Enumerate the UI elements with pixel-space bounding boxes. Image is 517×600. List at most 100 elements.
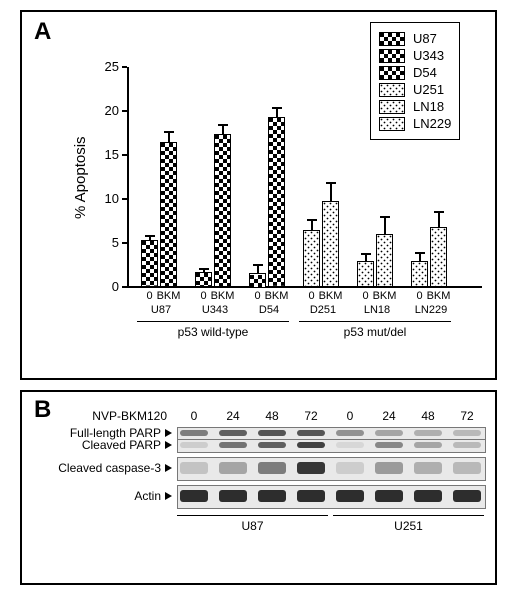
y-tick-label: 0 [95,279,119,294]
x-group-label: U87 [135,304,187,316]
y-tick [122,242,127,244]
legend-swatch [379,32,405,46]
y-tick-label: 5 [95,235,119,250]
legend-swatch [379,49,405,63]
blot-band [375,442,403,449]
blot-band [453,490,481,502]
blot-band [414,462,442,474]
legend: U87 U343 D54 U251 LN18 LN229 [370,22,460,140]
section-label: p53 wild-type [137,325,289,339]
blot-band [258,430,286,437]
legend-label: U343 [413,48,444,63]
x-condition-label: BKM [263,290,290,302]
legend-item: U343 [379,48,451,63]
timepoint-label: 0 [333,409,367,423]
arrow-icon [165,464,172,472]
timepoint-label: 24 [216,409,250,423]
figure: A % Apoptosis 05101520250BKMU870BKMU3430… [0,0,517,600]
y-tick [122,110,127,112]
error-bar [222,125,224,134]
blot-band [414,430,442,437]
cell-line-bracket [333,515,484,516]
bar [214,134,231,287]
arrow-icon [165,429,172,437]
y-tick [122,154,127,156]
y-tick [122,286,127,288]
x-condition-label: BKM [155,290,182,302]
y-tick-label: 20 [95,103,119,118]
section-label: p53 mut/del [299,325,451,339]
legend-swatch [379,117,405,131]
x-group-label: U343 [189,304,241,316]
legend-swatch [379,100,405,114]
bar [322,201,339,287]
y-tick-label: 10 [95,191,119,206]
x-group-label: D251 [297,304,349,316]
blot-band [336,490,364,502]
blot-band [258,442,286,449]
error-cap [199,268,209,270]
arrow-icon [165,492,172,500]
bar [411,261,428,287]
blot-band [453,430,481,437]
western-blot: NVP-BKM12002448720244872Full-length PARP… [22,392,499,587]
error-bar [276,108,278,117]
panel-a-label: A [34,18,51,46]
error-bar [438,212,440,227]
blot-band [258,490,286,502]
timepoint-label: 48 [411,409,445,423]
error-cap [361,253,371,255]
legend-item: U87 [379,31,451,46]
legend-item: D54 [379,65,451,80]
error-bar [330,183,332,201]
timepoint-label: 0 [177,409,211,423]
y-tick [122,66,127,68]
bar [268,117,285,287]
y-tick-label: 15 [95,147,119,162]
blot-band [219,462,247,474]
timepoint-label: 72 [294,409,328,423]
blot-band [297,442,325,449]
section-bracket [299,321,451,322]
error-cap [164,131,174,133]
error-cap [415,252,425,254]
blot-band [336,442,364,449]
blot-band [180,490,208,502]
legend-item: LN18 [379,99,451,114]
bar [160,142,177,287]
x-group-label: LN18 [351,304,403,316]
error-bar [384,217,386,235]
error-bar [365,254,367,262]
blot-band [414,442,442,449]
legend-label: U87 [413,31,437,46]
panel-a: A % Apoptosis 05101520250BKMU870BKMU3430… [20,10,497,380]
error-cap [307,219,317,221]
error-bar [168,132,170,142]
error-bar [419,253,421,261]
error-cap [218,124,228,126]
bar [376,234,393,287]
bar [357,261,374,287]
x-group-label: D54 [243,304,295,316]
error-cap [253,264,263,266]
arrow-icon [165,441,172,449]
error-cap [326,182,336,184]
x-condition-label: BKM [371,290,398,302]
error-cap [145,235,155,237]
cell-line-label: U251 [333,519,484,533]
timepoint-label: 72 [450,409,484,423]
timepoint-label: 48 [255,409,289,423]
blot-band [180,430,208,437]
error-cap [434,211,444,213]
legend-item: U251 [379,82,451,97]
cell-line-label: U87 [177,519,328,533]
x-condition-label: BKM [317,290,344,302]
blot-band [336,430,364,437]
blot-band [375,462,403,474]
blot-band [297,430,325,437]
blot-band [219,490,247,502]
x-condition-label: BKM [209,290,236,302]
y-tick-label: 25 [95,59,119,74]
legend-swatch [379,66,405,80]
legend-item: LN229 [379,116,451,131]
